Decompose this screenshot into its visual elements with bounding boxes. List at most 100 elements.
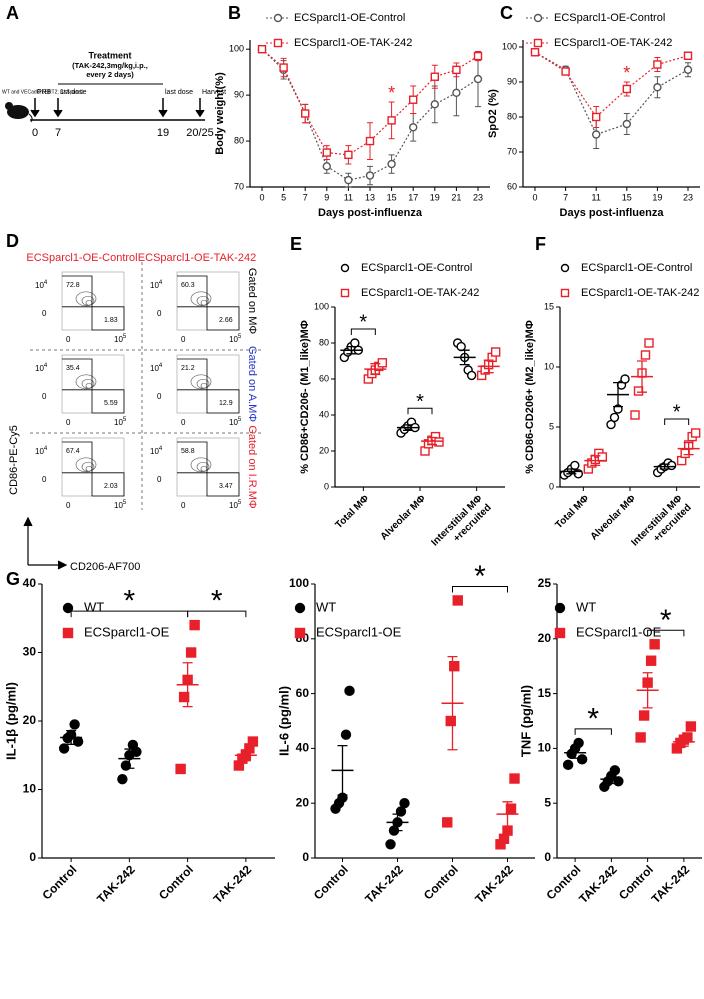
sem-bar [637, 360, 647, 393]
legend-marker [533, 13, 543, 23]
data-point [609, 765, 621, 776]
sem-bar [483, 359, 494, 374]
flow-y-tick-label: 0 [157, 392, 162, 401]
flow-quadrant-value: 2.03 [104, 483, 118, 490]
flow-quadrant-value: 58.8 [181, 448, 195, 455]
x-tick-label: Alveolar MΦ [379, 493, 428, 542]
flow-tick-exp: 4 [44, 280, 48, 286]
flow-y-tick-label: 0 [157, 475, 162, 484]
y-tick-label: 0 [324, 481, 329, 491]
data-point [377, 358, 388, 368]
legend-label: ECSparcl1-OE-Control [554, 12, 665, 24]
y-tick-label: 40 [23, 576, 37, 590]
sem-bar [66, 729, 77, 745]
flow-y-tick-label: 0 [157, 309, 162, 318]
flow-contour [85, 299, 93, 306]
legend-label: ECSparcl1-OE-Control [581, 262, 692, 274]
panel-label: F [535, 234, 546, 254]
y-tick-label: 20 [538, 631, 552, 645]
panel-label: E [290, 234, 302, 254]
y-tick-label: 10 [544, 361, 554, 371]
y-tick-label: 20 [23, 713, 37, 727]
data-point [645, 655, 657, 666]
data-point [247, 736, 259, 747]
flow-y-tick-label: 104 [150, 280, 163, 291]
significance-star: * [416, 391, 424, 413]
y-tick-label: 5 [544, 795, 551, 809]
y-tick-label: 80 [507, 111, 517, 121]
legend-marker [294, 602, 306, 614]
x-tick-label: Total MΦ [334, 493, 372, 531]
data-point [576, 754, 588, 765]
data-point [117, 774, 128, 785]
y-axis-title: % CD86-CD206+ (M2_like)MΦ [524, 320, 536, 474]
legend-label: ECSparcl1-OE-Control [294, 12, 405, 24]
data-point [442, 817, 453, 828]
y-tick-label: 20 [319, 445, 329, 455]
data-point [399, 798, 410, 809]
data-point [635, 732, 646, 743]
flow-tick-base: 10 [35, 447, 44, 456]
flow-row-label: Gated on A.MΦ [246, 346, 258, 422]
treatment-detail: (TAK-242,3mg/kg,i.p., [72, 61, 148, 70]
data-point [322, 162, 331, 171]
mouse-icon [7, 105, 29, 119]
y-tick-label: 100 [314, 301, 329, 311]
flow-contour [200, 382, 208, 389]
sem-bar [124, 748, 135, 769]
mouse-tail [28, 113, 33, 123]
flow-contour [190, 291, 212, 307]
data-point [620, 374, 630, 384]
data-point [189, 619, 200, 631]
flow-tick-base: 10 [150, 281, 159, 290]
flow-quadrant-value: 60.3 [181, 282, 195, 289]
x-tick-label: 19 [430, 192, 440, 202]
data-point [592, 112, 601, 122]
y-tick-label: 10 [538, 741, 552, 755]
y-tick-label: 100 [502, 41, 517, 51]
flow-gate [177, 275, 240, 331]
flow-contour [75, 291, 97, 307]
sem-bar [683, 441, 694, 456]
y-tick-label: 70 [234, 181, 244, 191]
flow-x-tick-label: 0 [66, 335, 71, 344]
data-point [430, 100, 439, 109]
data-point [178, 691, 190, 703]
flow-quadrant-value: 5.59 [104, 400, 118, 407]
legend-label: WT [576, 599, 596, 614]
legend-label: ECSparcl1-OE-TAK-242 [554, 37, 672, 49]
flow-contour [200, 299, 208, 306]
sem-bar [370, 363, 381, 376]
x-tick-label: Control [311, 862, 351, 902]
data-point [683, 51, 693, 60]
data-point [409, 95, 418, 104]
x-tick-label: 19 [652, 192, 662, 202]
sem-bar [590, 455, 601, 467]
data-point [502, 825, 513, 836]
y-tick-label: 100 [229, 44, 244, 54]
y-axis-title: SpO2 (%) [487, 89, 499, 138]
flow-row-label: Gated on I.R.MΦ [246, 425, 258, 509]
y-axis-title: IL-6 (pg/ml) [276, 686, 291, 756]
flow-x-tick-label: 0 [181, 418, 186, 427]
sem-bar [502, 801, 513, 828]
flow-y-tick-label: 0 [42, 475, 47, 484]
timeline-day: 20/25 [186, 127, 214, 139]
flow-row-label: Gated on MΦ [246, 268, 258, 334]
data-point [58, 743, 70, 754]
flow-column-title: ECSparcl1-OE-TAK-242 [138, 252, 256, 264]
x-tick-label: Control [421, 862, 461, 902]
flow-y-tick-label: 104 [150, 446, 163, 457]
timeline-event: last dose [165, 89, 193, 96]
data-point [445, 715, 456, 727]
significance-bracket [187, 610, 247, 618]
sem-bar [392, 813, 403, 832]
data-point [573, 737, 584, 749]
significance-star: * [660, 604, 672, 637]
legend-marker [560, 263, 570, 273]
y-tick-label: 25 [538, 576, 552, 590]
legend-marker [554, 627, 566, 639]
sem-bar [346, 345, 357, 355]
data-point [653, 83, 662, 92]
data-point [344, 150, 353, 160]
